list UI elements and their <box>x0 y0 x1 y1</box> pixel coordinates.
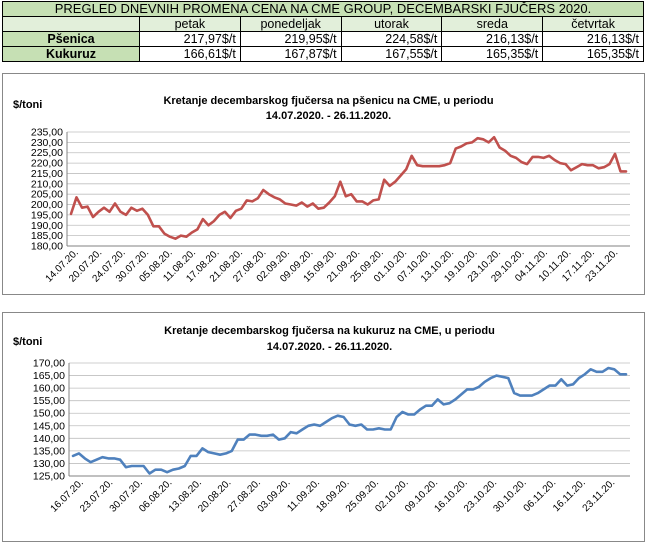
y-tick-label: 200,00 <box>31 199 63 211</box>
chart-subtitle: 14.07.2020. - 26.11.2020. <box>266 110 391 122</box>
column-header: ponedeljak <box>239 16 342 32</box>
column-header: petak <box>139 16 241 32</box>
y-tick-label: 155,00 <box>33 395 65 407</box>
column-header: sreda <box>441 16 544 32</box>
y-axis-label: $/toni <box>13 99 42 111</box>
table-cell: 224,58$/t <box>340 31 443 47</box>
table-cell: 216,13$/t <box>542 31 644 47</box>
y-tick-label: 190,00 <box>31 220 63 232</box>
y-axis-label: $/toni <box>13 336 42 348</box>
wheat-chart-panel: Kretanje decembarskog fjučersa na pšenic… <box>2 73 645 295</box>
wheat-price-chart: Kretanje decembarskog fjučersa na pšenic… <box>13 95 630 285</box>
table-cell: 165,35$/t <box>542 46 644 62</box>
y-tick-label: 185,00 <box>31 230 63 242</box>
y-tick-label: 150,00 <box>33 408 65 420</box>
y-tick-label: 125,00 <box>33 471 65 483</box>
chart-subtitle: 14.07.2020. - 26.11.2020. <box>267 341 392 353</box>
y-tick-label: 140,00 <box>33 433 65 445</box>
price-table: PREGLED DNEVNIH PROMENA CENA NA CME GROU… <box>2 1 644 62</box>
table-cell: 216,13$/t <box>441 31 544 47</box>
y-tick-label: 220,00 <box>31 158 63 170</box>
corn-price-chart: Kretanje decembarskog fjučersa na kukuru… <box>13 325 630 515</box>
column-header: utorak <box>340 16 443 32</box>
y-tick-label: 205,00 <box>31 189 63 201</box>
table-cell: 167,87$/t <box>239 46 342 62</box>
y-tick-label: 225,00 <box>31 147 63 159</box>
row-label: Pšenica <box>2 31 140 47</box>
chart-title: Kretanje decembarskog fjučersa na pšenic… <box>163 95 493 107</box>
y-tick-label: 195,00 <box>31 209 63 221</box>
y-tick-label: 170,00 <box>33 358 65 370</box>
table-cell: 167,55$/t <box>340 46 443 62</box>
row-label: Kukuruz <box>2 46 140 62</box>
corn-chart-panel: Kretanje decembarskog fjučersa na kukuru… <box>2 312 645 542</box>
table-row: Kukuruz 166,61$/t 167,87$/t 167,55$/t 16… <box>2 46 644 62</box>
y-tick-label: 215,00 <box>31 168 63 180</box>
column-header: četvrtak <box>542 16 644 32</box>
y-tick-label: 165,00 <box>33 370 65 382</box>
table-corner-cell <box>2 16 140 32</box>
y-tick-label: 130,00 <box>33 458 65 470</box>
y-tick-label: 235,00 <box>31 127 63 139</box>
table-cell: 219,95$/t <box>239 31 342 47</box>
table-cell: 165,35$/t <box>441 46 544 62</box>
table-header-row: petak ponedeljak utorak sreda četvrtak <box>2 16 644 32</box>
wheat-price-line <box>69 135 628 240</box>
table-row: Pšenica 217,97$/t 219,95$/t 224,58$/t 21… <box>2 31 644 47</box>
table-cell: 217,97$/t <box>139 31 241 47</box>
y-tick-label: 230,00 <box>31 137 63 149</box>
y-tick-label: 210,00 <box>31 178 63 190</box>
chart-title: Kretanje decembarskog fjučersa na kukuru… <box>164 325 495 337</box>
y-tick-label: 135,00 <box>33 445 65 457</box>
y-tick-label: 160,00 <box>33 383 65 395</box>
table-title: PREGLED DNEVNIH PROMENA CENA NA CME GROU… <box>2 1 644 17</box>
table-cell: 166,61$/t <box>139 46 241 62</box>
y-tick-label: 145,00 <box>33 420 65 432</box>
x-tick-label: 23.11.20. <box>581 477 618 514</box>
y-tick-label: 180,00 <box>31 241 63 253</box>
corn-price-line <box>71 366 628 475</box>
